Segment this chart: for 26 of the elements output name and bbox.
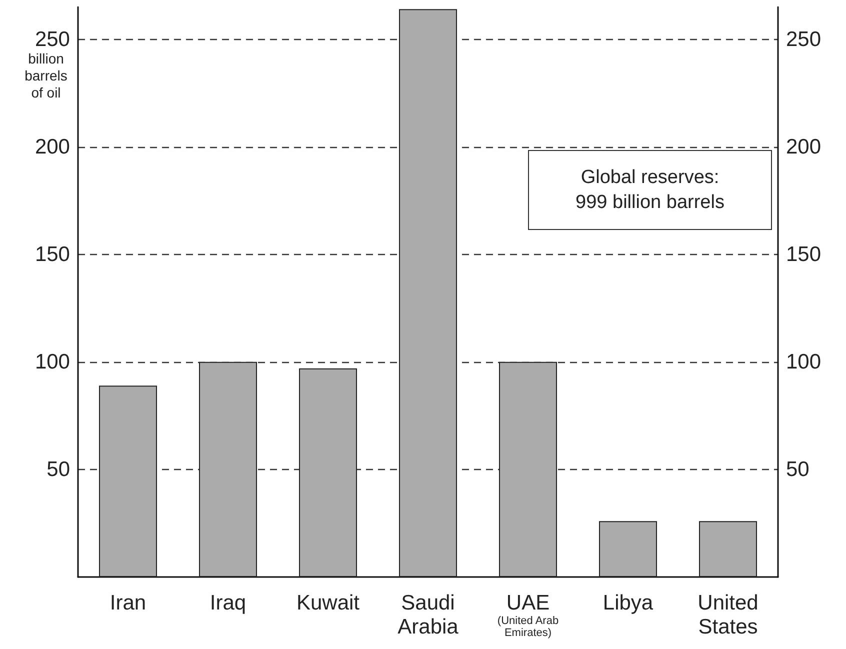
- bar: [399, 9, 457, 577]
- x-tick-label: Saudi Arabia: [398, 592, 459, 638]
- note-box: Global reserves: 999 billion barrels: [528, 150, 772, 230]
- y-tick-label: 150: [34, 242, 70, 266]
- x-tick-label: UAE (United Arab Emirates): [497, 592, 559, 639]
- y2-tick-label: 150: [786, 242, 822, 266]
- y2-tick-label: 200: [786, 135, 822, 158]
- y-tick-label: 200: [34, 135, 70, 158]
- y-axis-title: billion barrels of oil: [24, 50, 68, 100]
- y2-tick-label: 250: [786, 28, 822, 51]
- x-tick-label: Iraq: [210, 592, 246, 614]
- y-tick-label: 250: [34, 28, 70, 51]
- bar: [499, 362, 557, 577]
- y2-tick-label: 100: [786, 350, 822, 374]
- x-tick-label: United States: [698, 592, 758, 638]
- x-tick-label: Iran: [110, 592, 146, 614]
- bar: [99, 386, 157, 577]
- y2-tick-label: 50: [786, 458, 810, 481]
- y-tick-label: 50: [46, 458, 70, 481]
- y-tick-label: 100: [34, 350, 70, 374]
- bar: [699, 521, 757, 577]
- bar: [199, 362, 257, 577]
- x-tick-label: Kuwait: [296, 592, 360, 614]
- bar: [299, 368, 357, 577]
- x-tick-label: Libya: [602, 592, 654, 614]
- bar: [599, 521, 657, 577]
